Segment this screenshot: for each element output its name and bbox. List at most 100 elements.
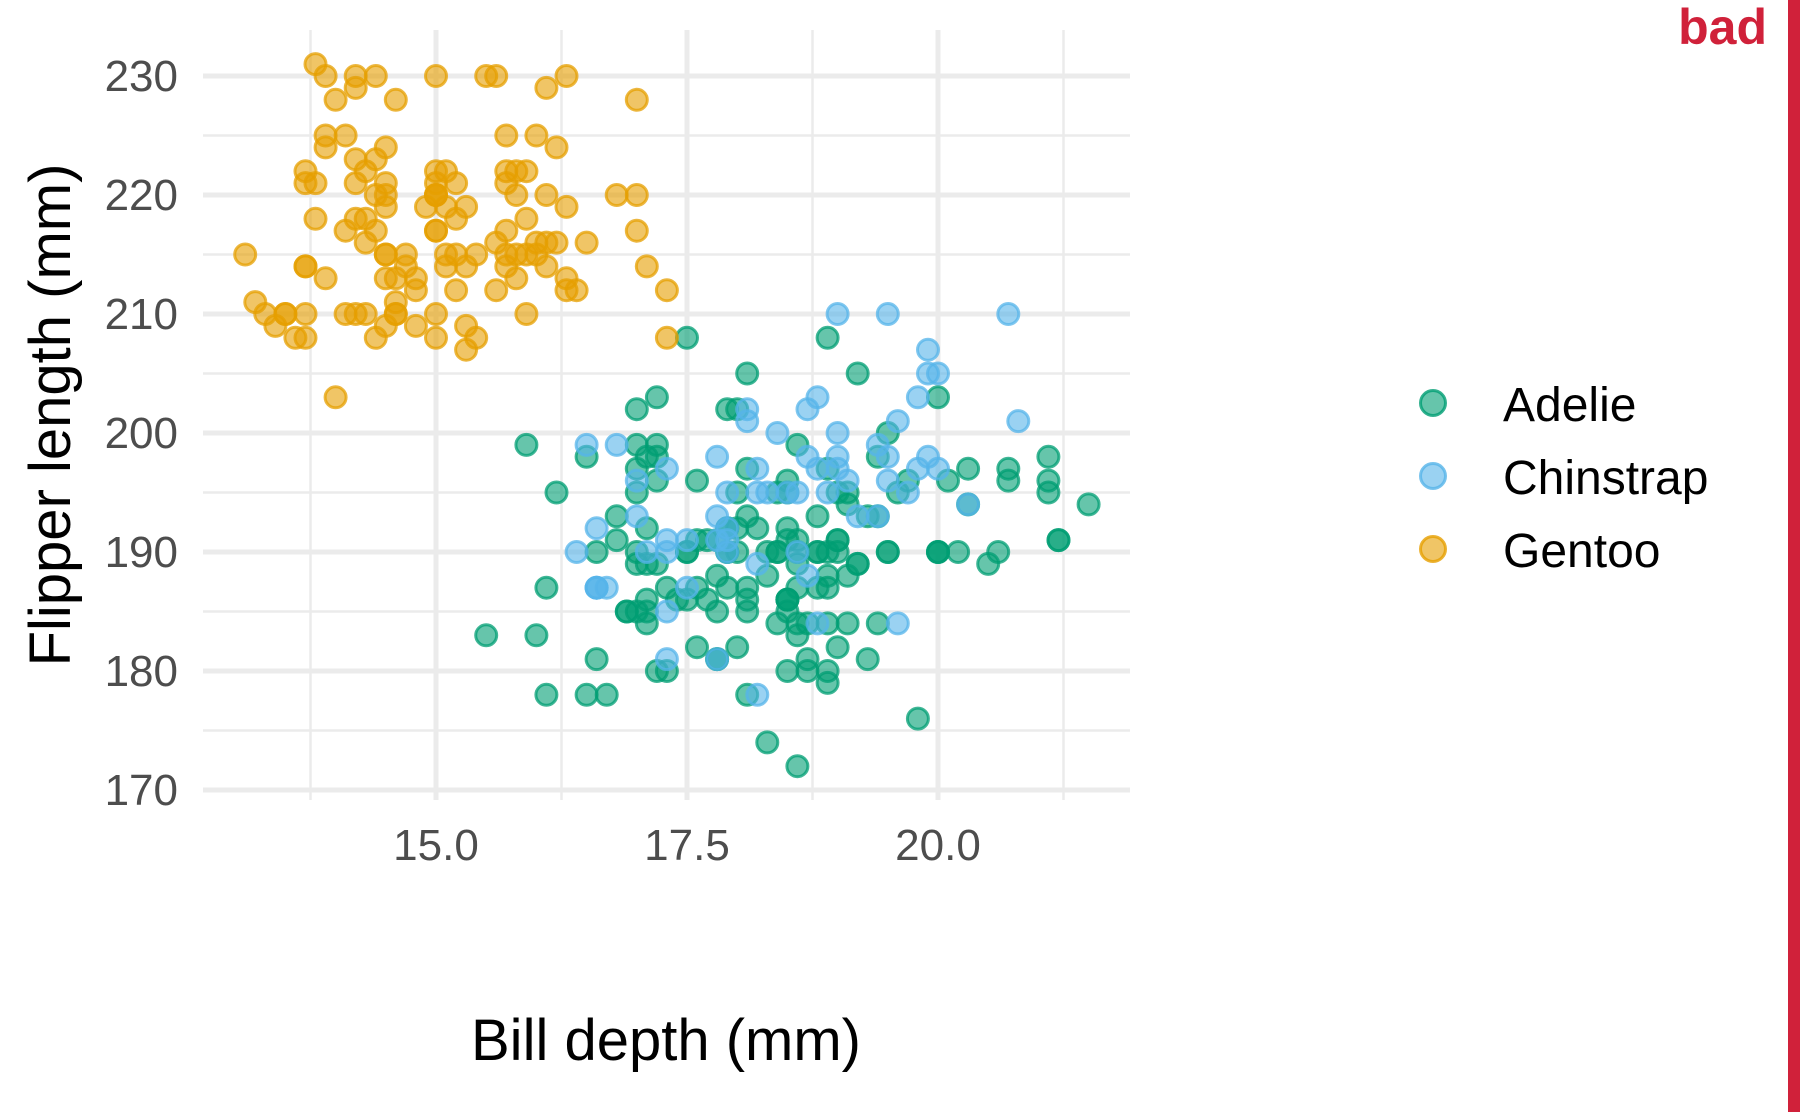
data-point-adelie	[745, 516, 770, 541]
data-point-gentoo	[494, 171, 519, 196]
quality-badge: bad	[1678, 0, 1767, 55]
data-point-gentoo	[283, 325, 308, 350]
y-tick-label: 210	[105, 290, 178, 339]
data-point-chinstrap	[775, 480, 800, 505]
data-point-adelie	[474, 623, 499, 648]
data-point-chinstrap	[584, 516, 609, 541]
series-chinstrap	[564, 302, 1031, 707]
data-point-chinstrap	[885, 409, 910, 434]
data-point-gentoo	[424, 64, 448, 88]
data-point-gentoo	[494, 242, 519, 267]
y-tick-label: 200	[105, 409, 178, 458]
legend-key-gentoo	[1419, 535, 1447, 563]
data-point-chinstrap	[604, 432, 629, 457]
data-point-chinstrap	[705, 504, 730, 529]
x-axis-ticks: 15.0 17.5 20.0	[393, 821, 981, 870]
data-point-gentoo	[343, 147, 368, 172]
data-point-adelie	[946, 540, 971, 564]
data-point-chinstrap	[835, 468, 860, 493]
data-point-gentoo	[353, 230, 378, 255]
data-point-chinstrap	[584, 575, 609, 600]
data-point-gentoo	[373, 242, 398, 267]
data-point-adelie	[604, 504, 629, 529]
data-point-chinstrap	[825, 421, 850, 445]
data-point-adelie	[1036, 444, 1061, 469]
data-point-gentoo	[403, 278, 428, 303]
data-point-adelie	[725, 635, 750, 660]
data-point-gentoo	[514, 159, 539, 184]
data-point-gentoo	[534, 183, 559, 207]
data-point-chinstrap	[715, 528, 740, 553]
data-point-chinstrap	[574, 432, 599, 457]
data-point-gentoo	[313, 135, 338, 160]
data-point-chinstrap	[1006, 409, 1031, 434]
legend-item-gentoo: Gentoo	[1419, 525, 1660, 578]
data-point-chinstrap	[755, 480, 780, 505]
data-point-chinstrap	[654, 647, 679, 672]
data-point-gentoo	[514, 302, 539, 326]
data-point-adelie	[735, 587, 760, 612]
data-point-adelie	[624, 397, 649, 422]
data-point-gentoo	[313, 266, 338, 291]
data-point-gentoo	[233, 242, 258, 267]
data-point-gentoo	[624, 87, 649, 112]
data-point-gentoo	[624, 218, 649, 243]
data-point-gentoo	[313, 64, 338, 88]
data-point-chinstrap	[795, 563, 820, 588]
data-point-gentoo	[554, 194, 579, 219]
legend-label: Chinstrap	[1503, 452, 1708, 505]
data-point-adelie	[634, 444, 659, 469]
data-point-chinstrap	[875, 468, 900, 493]
data-point-gentoo	[464, 325, 489, 350]
data-point-chinstrap	[785, 540, 810, 564]
data-point-gentoo	[343, 302, 368, 326]
data-point-gentoo	[554, 64, 579, 88]
data-point-gentoo	[363, 183, 388, 207]
data-point-adelie	[675, 325, 699, 350]
data-point-adelie	[514, 432, 539, 457]
data-point-chinstrap	[885, 611, 910, 636]
data-point-gentoo	[424, 159, 448, 184]
data-point-chinstrap	[745, 456, 770, 481]
data-point-adelie	[805, 504, 830, 529]
data-point-adelie	[775, 587, 800, 612]
data-point-chinstrap	[745, 551, 770, 576]
data-point-chinstrap	[654, 528, 679, 553]
data-point-chinstrap	[956, 492, 981, 517]
series-gentoo	[233, 52, 679, 410]
data-point-gentoo	[634, 254, 659, 279]
data-point-adelie	[835, 611, 860, 636]
y-axis-ticks: 170 180 190 200 210 220 230	[105, 52, 178, 815]
data-point-gentoo	[293, 302, 318, 326]
data-point-gentoo	[253, 302, 278, 326]
legend-key-adelie	[1419, 389, 1447, 417]
data-point-adelie	[875, 540, 900, 564]
data-point-gentoo	[554, 266, 579, 291]
data-point-chinstrap	[996, 302, 1021, 326]
data-point-chinstrap	[865, 504, 890, 529]
data-point-chinstrap	[624, 468, 649, 493]
data-point-chinstrap	[875, 444, 900, 469]
data-point-gentoo	[333, 123, 358, 148]
data-point-adelie	[825, 635, 850, 660]
data-point-chinstrap	[825, 444, 850, 469]
data-point-adelie	[644, 385, 669, 410]
data-point-gentoo	[424, 302, 448, 326]
data-point-adelie	[855, 647, 880, 672]
data-point-gentoo	[484, 278, 509, 303]
x-axis-title: Bill depth (mm)	[471, 1008, 861, 1073]
data-point-chinstrap	[735, 397, 760, 422]
data-point-gentoo	[504, 266, 529, 291]
data-point-gentoo	[534, 254, 559, 279]
legend-label: Adelie	[1503, 379, 1636, 432]
data-point-gentoo	[604, 183, 629, 207]
data-point-gentoo	[383, 302, 408, 326]
y-tick-label: 180	[105, 647, 178, 696]
data-point-adelie	[594, 682, 619, 707]
data-point-adelie	[604, 528, 629, 553]
data-point-gentoo	[424, 325, 448, 350]
data-point-adelie	[584, 540, 609, 564]
data-point-adelie	[1076, 492, 1101, 517]
data-point-chinstrap	[825, 302, 850, 326]
